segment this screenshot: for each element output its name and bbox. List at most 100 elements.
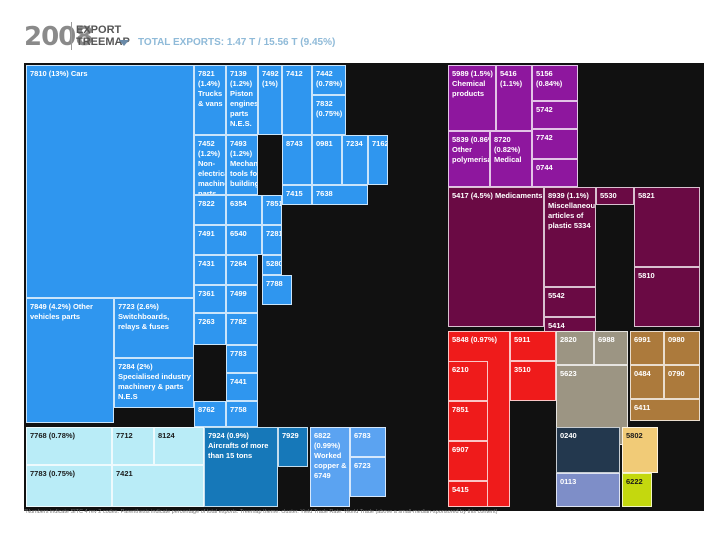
treemap-tile[interactable]: 7162 <box>368 135 388 185</box>
treemap-tile[interactable]: 6222 <box>622 473 652 507</box>
treemap-tile-label: 0484 <box>634 369 651 378</box>
dropdown-chevron-icon[interactable] <box>119 40 129 46</box>
treemap-tile[interactable]: 7421 <box>112 465 204 507</box>
treemap-tile[interactable]: 6723 <box>350 457 386 497</box>
treemap-tile[interactable]: 8124 <box>154 427 204 465</box>
treemap-tile[interactable]: 6991 <box>630 331 664 365</box>
treemap-tile[interactable]: 7810 (13%) Cars <box>26 65 194 298</box>
treemap-tile[interactable]: 7929 <box>278 427 308 467</box>
treemap-tile[interactable]: 5810 <box>634 267 700 327</box>
treemap-tile-label: 5810 <box>638 271 655 280</box>
treemap-tile[interactable]: 7783 (0.75%) <box>26 465 112 507</box>
treemap-tile[interactable]: 6988 <box>594 331 628 365</box>
treemap-tile[interactable]: 7924 (0.9%) Aircrafts of more than 15 to… <box>204 427 278 507</box>
treemap-tile[interactable]: 7783 <box>226 345 258 373</box>
treemap-tile[interactable]: 7442 (0.78%) <box>312 65 346 95</box>
treemap-tile[interactable]: 0790 <box>664 365 700 399</box>
treemap-tile[interactable]: 7851 <box>262 195 282 225</box>
treemap-tile[interactable]: 0484 <box>630 365 664 399</box>
treemap-tile-label: 8720 (0.82%) Medical <box>494 135 522 164</box>
treemap-tile[interactable]: 7139 (1.2%) Piston engines parts N.E.S. <box>226 65 258 135</box>
treemap-tile[interactable]: 6411 <box>630 399 700 421</box>
treemap-tile[interactable]: 7263 <box>194 313 226 345</box>
treemap-tile[interactable]: 0240 <box>556 427 620 473</box>
treemap-tile[interactable]: 5530 <box>596 187 634 205</box>
treemap-tile[interactable]: 7499 <box>226 285 258 313</box>
treemap-tile-label: 5802 <box>626 431 643 440</box>
treemap-tile[interactable]: 7412 <box>282 65 312 135</box>
header: 2008 EXPORT TREEMAP TOTAL EXPORTS: 1.47 … <box>0 0 720 60</box>
treemap-tile[interactable]: 7264 <box>226 255 258 285</box>
treemap-tile[interactable]: 7723 (2.6%) Switchboards, relays & fuses <box>114 298 194 358</box>
treemap-tile[interactable]: 5415 <box>448 481 488 507</box>
treemap-tile-label: 5542 <box>548 291 565 300</box>
treemap-tile-label: 5848 (0.97%) <box>452 335 498 344</box>
treemap-tile[interactable]: 7742 <box>532 129 578 159</box>
treemap-tile[interactable]: 6540 <box>226 225 262 255</box>
treemap-tile[interactable]: 5821 <box>634 187 700 267</box>
treemap-tile-label: 7491 <box>198 229 215 238</box>
treemap-tile[interactable]: 0981 <box>312 135 342 185</box>
treemap-tile[interactable]: 7851 <box>448 401 488 441</box>
treemap-tile-label: 5989 (1.5%) Chemical products <box>452 69 493 98</box>
treemap-tile[interactable]: 5280 <box>262 255 282 275</box>
treemap-tile-label: 7832 (0.75%) <box>316 99 343 118</box>
treemap-tile-label: 7493 (1.2%) Mechanical tools for buildin… <box>230 139 258 188</box>
treemap-tile[interactable]: 5542 <box>544 287 596 317</box>
treemap-tile[interactable]: 7361 <box>194 285 226 313</box>
treemap-tile[interactable]: 7431 <box>194 255 226 285</box>
treemap-tile[interactable]: 5416 (1.1%) <box>496 65 532 131</box>
treemap-tile[interactable]: 6210 <box>448 361 488 401</box>
treemap-tile[interactable]: 5911 <box>510 331 556 361</box>
treemap-tile[interactable]: 7821 (1.4%) Trucks & vans <box>194 65 226 135</box>
treemap-tile-label: 7431 <box>198 259 215 268</box>
treemap-tile[interactable]: 7234 <box>342 135 368 185</box>
treemap-tile[interactable]: 6907 <box>448 441 488 481</box>
treemap-tile[interactable]: 7768 (0.78%) <box>26 427 112 465</box>
treemap-tile[interactable]: 5417 (4.5%) Medicaments <box>448 187 544 327</box>
treemap-tile[interactable]: 8939 (1.1%) Miscellaneous articles of pl… <box>544 187 596 287</box>
treemap-tile[interactable]: 7758 <box>226 401 258 427</box>
treemap-tile-label: 7139 (1.2%) Piston engines parts N.E.S. <box>230 69 258 128</box>
treemap-tile[interactable]: 7491 <box>194 225 226 255</box>
treemap-tile[interactable]: 0980 <box>664 331 700 365</box>
treemap-tile[interactable]: 5989 (1.5%) Chemical products <box>448 65 496 131</box>
treemap-tile[interactable]: 0113 <box>556 473 620 507</box>
treemap-tile[interactable]: 7782 <box>226 313 258 345</box>
treemap-tile-label: 7783 <box>230 349 247 358</box>
treemap-tile[interactable]: 5839 (0.86%) Other polymerisation <box>448 131 490 187</box>
treemap-tile[interactable]: 8720 (0.82%) Medical <box>490 131 532 187</box>
treemap-tile[interactable]: 6822 (0.99%) Worked copper & 6749 <box>310 427 350 507</box>
treemap-tile[interactable]: 7832 (0.75%) <box>312 95 346 135</box>
treemap-tile[interactable]: 7452 (1.2%) Non-electrical machines part… <box>194 135 226 195</box>
treemap-tile[interactable]: 7849 (4.2%) Other vehicles parts <box>26 298 114 423</box>
treemap-tile[interactable]: 7284 (2%) Specialised industry machinery… <box>114 358 194 408</box>
treemap-tile[interactable]: 2820 <box>556 331 594 365</box>
treemap-tile[interactable]: 7638 <box>312 185 368 205</box>
treemap-tile[interactable]: 7822 <box>194 195 226 225</box>
treemap-tile[interactable]: 7788 <box>262 275 292 305</box>
treemap-tile[interactable]: 7492 (1%) <box>258 65 282 135</box>
treemap-tile[interactable]: 6354 <box>226 195 262 225</box>
treemap-tile-label: 7499 <box>230 289 247 298</box>
treemap-frame: 7810 (13%) Cars 7821 (1.4%) Trucks & vans… <box>24 63 704 511</box>
treemap-tile-label: 6222 <box>626 477 643 486</box>
treemap-tile[interactable]: 5802 <box>622 427 658 473</box>
treemap-tile[interactable]: 7441 <box>226 373 258 401</box>
treemap-tile-label: 0744 <box>536 163 553 172</box>
year-label: 2008 <box>24 22 93 52</box>
treemap-tile[interactable]: 7493 (1.2%) Mechanical tools for buildin… <box>226 135 258 195</box>
treemap-tile[interactable]: 6783 <box>350 427 386 457</box>
treemap-tile-label: 6354 <box>230 199 247 208</box>
treemap-tile[interactable]: 0744 <box>532 159 578 187</box>
treemap-tile[interactable]: 8762 <box>194 401 226 427</box>
treemap-tile-label: 7264 <box>230 259 247 268</box>
treemap-tile[interactable]: 7281 <box>262 225 282 255</box>
treemap-tile[interactable]: 8743 <box>282 135 312 185</box>
treemap-tile[interactable]: 7415 <box>282 185 312 205</box>
treemap-tile[interactable]: 3510 <box>510 361 556 401</box>
treemap-tile[interactable]: 5742 <box>532 101 578 129</box>
treemap-tile[interactable]: 7712 <box>112 427 154 465</box>
treemap-tile[interactable]: 5156 (0.84%) <box>532 65 578 101</box>
treemap-tile-label: 5530 <box>600 191 617 200</box>
